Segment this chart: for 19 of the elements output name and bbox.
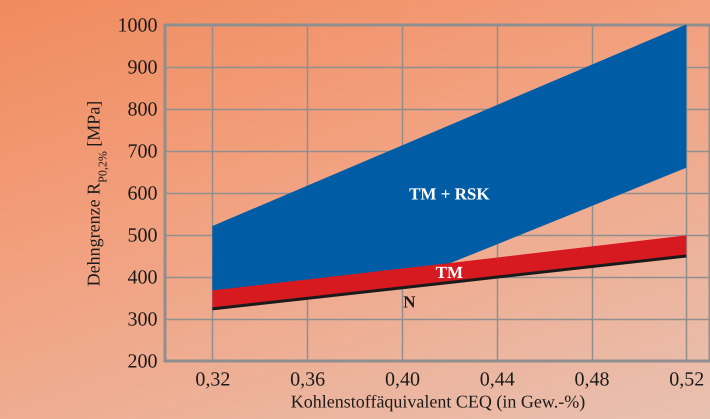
y-tick-label: 800: [128, 98, 158, 120]
y-tick-label: 900: [128, 56, 158, 78]
x-tick-label: 0,52: [669, 368, 704, 390]
series-label: N: [403, 292, 416, 312]
x-tick-label: 0,36: [290, 368, 326, 390]
x-axis-title: Kohlenstoffäquivalent CEQ (in Gew.-%): [290, 392, 586, 412]
x-tick-label: 0,44: [480, 368, 515, 390]
y-tick-label: 700: [128, 140, 158, 162]
series-label: TM: [436, 263, 464, 282]
y-tick-label: 300: [128, 308, 158, 330]
y-tick-label: 1000: [118, 14, 158, 36]
y-tick-label: 200: [128, 350, 158, 372]
y-tick-label: 400: [128, 266, 158, 288]
y-tick-label: 600: [128, 182, 158, 204]
x-tick-label: 0,48: [574, 368, 610, 390]
x-tick-label: 0,40: [384, 368, 420, 390]
text: TM + RSK: [409, 184, 490, 204]
x-tick-label: 0,32: [195, 368, 230, 390]
y-tick-label: 500: [128, 224, 158, 246]
